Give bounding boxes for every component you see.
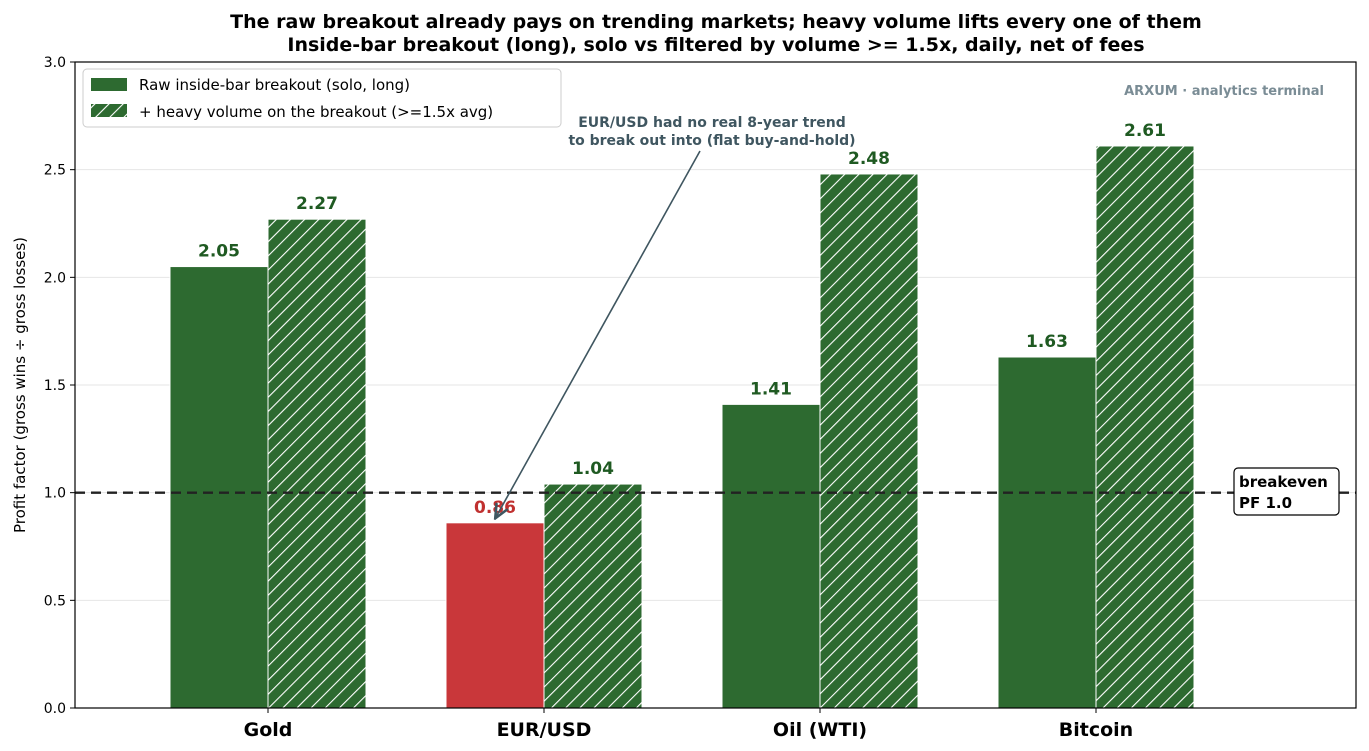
legend-swatch-volume <box>91 104 127 117</box>
bar-eur-usd-raw <box>445 522 545 709</box>
bar-oil-wti-raw <box>721 403 821 709</box>
y-tick-label-5: 2.5 <box>44 163 66 179</box>
value-label-eur-usd-raw: 0.86 <box>474 498 516 518</box>
annotation-arrow <box>496 150 701 517</box>
value-labels: 2.05 2.27 0.86 1.04 1.41 2.48 1.63 2.61 <box>198 121 1166 518</box>
legend-swatch-raw <box>91 78 127 91</box>
breakeven-label: breakeven PF 1.0 <box>1233 467 1340 516</box>
y-tick-label-4: 2.0 <box>44 270 66 286</box>
bar-bitcoin-raw <box>997 356 1097 709</box>
value-label-oil-wti-volume: 2.48 <box>848 149 890 169</box>
legend-label-volume: + heavy volume on the breakout (>=1.5x a… <box>139 103 493 121</box>
y-tick-label-6: 3.0 <box>44 55 66 71</box>
y-tick-label-3: 1.5 <box>44 378 66 394</box>
value-label-gold-volume: 2.27 <box>296 194 338 214</box>
bar-eur-usd-volume <box>543 483 643 709</box>
breakeven-label-line1: breakeven <box>1239 473 1328 491</box>
y-tick-label-1: 0.5 <box>44 593 66 609</box>
x-category-label-gold: Gold <box>244 719 293 741</box>
y-axis-ticks: 0.0 0.5 1.0 1.5 2.0 2.5 3.0 <box>44 55 75 717</box>
annotation-line1: EUR/USD had no real 8-year trend <box>578 115 846 131</box>
bars <box>169 145 1195 709</box>
watermark: ARXUM · analytics terminal <box>1124 84 1324 99</box>
breakeven-label-line2: PF 1.0 <box>1239 494 1292 512</box>
annotation-line2: to break out into (flat buy-and-hold) <box>568 133 855 149</box>
bar-gold-raw <box>169 266 269 709</box>
bar-oil-wti-volume <box>819 173 919 709</box>
y-axis-label: Profit factor (gross wins ÷ gross losses… <box>11 237 29 533</box>
value-label-oil-wti-raw: 1.41 <box>750 379 792 399</box>
value-label-bitcoin-raw: 1.63 <box>1026 332 1068 352</box>
axes-frame <box>74 61 1357 709</box>
value-label-bitcoin-volume: 2.61 <box>1124 121 1166 141</box>
legend-box <box>82 68 562 128</box>
bar-gold-volume <box>267 218 367 709</box>
bar-bitcoin-volume <box>1095 145 1195 709</box>
legend-label-raw: Raw inside-bar breakout (solo, long) <box>139 76 410 94</box>
chart-title: The raw breakout already pays on trendin… <box>230 11 1202 33</box>
legend: Raw inside-bar breakout (solo, long) + h… <box>82 68 562 128</box>
value-label-gold-raw: 2.05 <box>198 242 240 262</box>
x-axis-categories: Gold EUR/USD Oil (WTI) Bitcoin <box>244 708 1133 741</box>
y-tick-label-0: 0.0 <box>44 701 66 717</box>
y-tick-label-2: 1.0 <box>44 486 66 502</box>
x-category-label-bitcoin: Bitcoin <box>1059 719 1133 741</box>
x-category-label-oil-wti: Oil (WTI) <box>773 719 867 741</box>
value-label-eur-usd-volume: 1.04 <box>572 459 614 479</box>
chart-subtitle: Inside-bar breakout (long), solo vs filt… <box>287 34 1144 56</box>
x-category-label-eur-usd: EUR/USD <box>497 719 592 741</box>
breakeven-label-box <box>1233 467 1340 516</box>
